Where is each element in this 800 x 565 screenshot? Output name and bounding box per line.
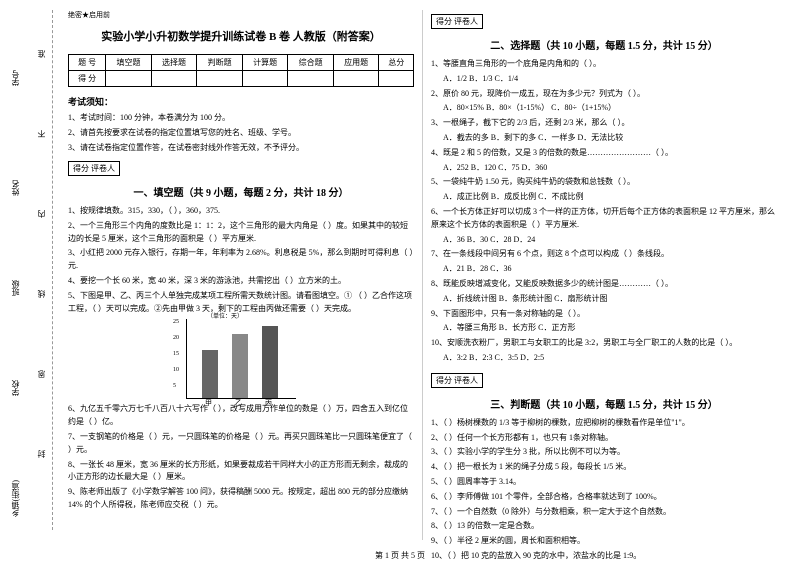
binding-mark: 不: [36, 130, 47, 138]
options: A．截去的多 B．剩下的多 C．一样多 D．无法比较: [443, 132, 777, 145]
score-table: 题 号 填空题 选择题 判断题 计算题 综合题 应用题 总分 得 分: [68, 54, 414, 87]
question: 6、（ ）李师傅做 101 个零件，全部合格，合格率就达到了 100%。: [431, 491, 777, 504]
th: 题 号: [69, 55, 106, 71]
question: 8、一张长 48 厘米，宽 36 厘米的长方形纸，如果要裁成若干同样大小的正方形…: [68, 459, 414, 485]
section-title: 二、选择题（共 10 小题，每题 1.5 分，共计 15 分）: [431, 37, 777, 52]
binding-mark: 恩: [36, 370, 47, 378]
td[interactable]: [288, 71, 334, 87]
binding-margin: 乡镇(街道) 学校 班级 姓名 学号 封 恩 线 内 不 准: [8, 10, 53, 530]
th: 应用题: [333, 55, 379, 71]
binding-label: 姓名: [10, 180, 21, 196]
question: 4、要挖一个长 60 米，宽 40 米，深 3 米的游泳池，共需挖出（ ）立方米…: [68, 275, 414, 288]
question: 10、安顺洗衣粉厂，男职工与女职工的比是 3:2，男职工与全厂职工的人数的比是（…: [431, 337, 777, 350]
question: 5、（ ）圆周率等于 3.14。: [431, 476, 777, 489]
section-scorebox: 得分 评卷人: [431, 373, 483, 388]
question: 2、（ ）任何一个长方形都有 1，也只有 1条对称轴。: [431, 432, 777, 445]
notice-item: 3、请在试卷指定位置作答，在试卷密封线外作答无效，不予评分。: [68, 142, 414, 154]
th: 总分: [379, 55, 414, 71]
question: 8、既能反映增减变化，又能反映数据多少的统计图是…………（ ）。: [431, 278, 777, 291]
question: 7、在一条线段中间另有 6 个点，则这 8 个点可以构成（ ）条线段。: [431, 248, 777, 261]
question: 5、一袋纯牛奶 1.50 元，购买纯牛奶的袋数和总钱数（ ）。: [431, 176, 777, 189]
th: 判断题: [197, 55, 243, 71]
td[interactable]: [379, 71, 414, 87]
bar-chart: （单位：天） 252015105甲乙丙: [186, 319, 296, 399]
right-column: 得分 评卷人 二、选择题（共 10 小题，每题 1.5 分，共计 15 分） 1…: [423, 10, 785, 540]
question: 1、等腰直角三角形的一个底角是内角和的（ ）。: [431, 58, 777, 71]
th: 计算题: [242, 55, 288, 71]
table-row: 得 分: [69, 71, 414, 87]
question: 9、（ ）半径 2 厘米的圆，周长和面积相等。: [431, 535, 777, 548]
question: 2、一个三角形三个内角的度数比是 1：1：2，这个三角形的最大内角是（ ）度。如…: [68, 220, 414, 246]
options: A．等腰三角形 B．长方形 C．正方形: [443, 322, 777, 335]
binding-label: 学校: [10, 380, 21, 396]
td: 得 分: [69, 71, 106, 87]
question: 9、陈老师出版了《小学数学解答 100 问》，获得稿酬 5000 元。按规定，超…: [68, 486, 414, 512]
question: 3、一根绳子，截下它的 2/3 后，还剩 2/3 米，那么（ ）。: [431, 117, 777, 130]
question: 3、（ ）实验小学的学生分 3 批，所以比例不可以为等。: [431, 446, 777, 459]
page-content: 绝密★启用前 实验小学小升初数学提升训练试卷 B 卷 人教版（附答案） 题 号 …: [0, 0, 800, 540]
binding-label: 学号: [10, 70, 21, 86]
binding-label: 乡镇(街道): [10, 480, 21, 517]
question: 8、（ ）13 的倍数一定是合数。: [431, 520, 777, 533]
question: 4、（ ）把一根长为 1 米的绳子分成 5 段，每段长 1/5 米。: [431, 461, 777, 474]
binding-mark: 封: [36, 450, 47, 458]
binding-mark: 线: [36, 290, 47, 298]
question: 4、既是 2 和 5 的倍数，又是 3 的倍数的数是……………………（ ）。: [431, 147, 777, 160]
section-scorebox: 得分 评卷人: [431, 14, 483, 29]
section-title: 一、填空题（共 9 小题，每题 2 分，共计 18 分）: [68, 184, 414, 199]
section-title: 三、判断题（共 10 小题，每题 1.5 分，共计 15 分）: [431, 396, 777, 411]
question: 1、（ ）杨树棵数的 1/3 等于柳树的棵数，应把柳树的棵数看作是单位"1"。: [431, 417, 777, 430]
th: 选择题: [151, 55, 197, 71]
notice-title: 考试须知：: [68, 95, 414, 108]
options: A．21 B．28 C．36: [443, 263, 777, 276]
td[interactable]: [242, 71, 288, 87]
question: 1、按规律填数。315，330，（ ），360，375.: [68, 205, 414, 218]
options: A．3:2 B．2:3 C．3:5 D．2:5: [443, 352, 777, 365]
options: A．252 B．120 C．75 D．360: [443, 162, 777, 175]
section-scorebox: 得分 评卷人: [68, 161, 120, 176]
options: A．36 B．30 C．28 D．24: [443, 234, 777, 247]
question: 6、一个长方体正好可以切成 3 个一样的正方体，切开后每个正方体的表面积是 12…: [431, 206, 777, 232]
page-footer: 第 1 页 共 5 页: [0, 550, 800, 561]
table-row: 题 号 填空题 选择题 判断题 计算题 综合题 应用题 总分: [69, 55, 414, 71]
binding-mark: 准: [36, 50, 47, 58]
binding-mark: 内: [36, 210, 47, 218]
exam-title: 实验小学小升初数学提升训练试卷 B 卷 人教版（附答案）: [68, 28, 414, 44]
binding-label: 班级: [10, 280, 21, 296]
td[interactable]: [333, 71, 379, 87]
options: A．折线统计图 B．条形统计图 C．扇形统计图: [443, 293, 777, 306]
chart-unit: （单位：天）: [207, 311, 243, 320]
td[interactable]: [151, 71, 197, 87]
question: 2、原价 80 元，现降价一成五，现在为多少元？列式为（ ）。: [431, 88, 777, 101]
td[interactable]: [106, 71, 152, 87]
th: 综合题: [288, 55, 334, 71]
th: 填空题: [106, 55, 152, 71]
options: A．1/2 B．1/3 C．1/4: [443, 73, 777, 86]
question: 9、下面图形中，只有一条对称轴的是（ ）。: [431, 308, 777, 321]
td[interactable]: [197, 71, 243, 87]
left-column: 绝密★启用前 实验小学小升初数学提升训练试卷 B 卷 人教版（附答案） 题 号 …: [60, 10, 423, 540]
notice-item: 2、请首先按要求在试卷的指定位置填写您的姓名、班级、学号。: [68, 127, 414, 139]
options: A．80×15% B．80×（1-15%） C．80÷（1+15%）: [443, 102, 777, 115]
question: 3、小红把 2000 元存入银行，存期一年，年利率为 2.68%。利息税是 5%…: [68, 247, 414, 273]
options: A．成正比例 B．成反比例 C．不成比例: [443, 191, 777, 204]
question: 7、一支钢笔的价格是（ ）元，一只圆珠笔的价格是（ ）元。再买只圆珠笔比一只圆珠…: [68, 431, 414, 457]
notice-item: 1、考试时间：100 分钟，本卷满分为 100 分。: [68, 112, 414, 124]
secret-label: 绝密★启用前: [68, 10, 414, 20]
question: 7、（ ）一个自然数（0 除外）与分数相乘，积一定大于这个自然数。: [431, 506, 777, 519]
